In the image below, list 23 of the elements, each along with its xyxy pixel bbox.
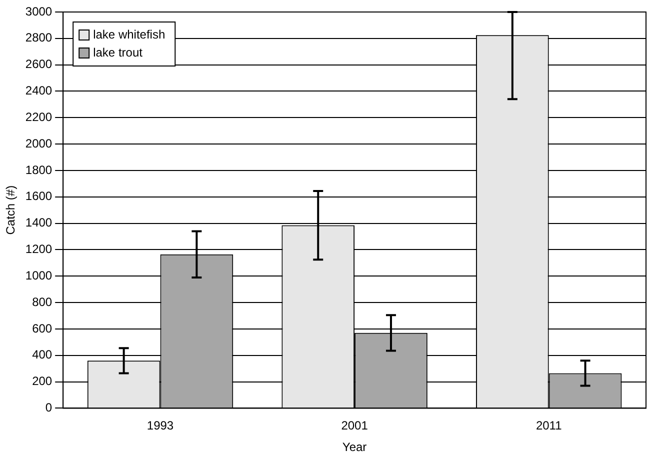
y-tick-label: 2400	[25, 84, 52, 98]
x-tick-label: 1993	[146, 418, 174, 433]
x-tick-label: 2001	[341, 418, 368, 433]
y-tick-label: 2600	[25, 57, 52, 72]
y-tick-label: 1200	[25, 242, 52, 256]
y-axis-title: Catch (#)	[4, 185, 18, 235]
y-tick-label: 1000	[25, 268, 52, 282]
y-tick-label: 1800	[25, 162, 52, 177]
y-tick-label: 200	[32, 374, 52, 388]
y-tick-label: 1400	[25, 216, 52, 230]
legend-label: lake trout	[93, 45, 144, 60]
x-tick-label: 2011	[536, 418, 562, 433]
y-tick-label: 1600	[25, 189, 52, 204]
y-tick-label: 400	[32, 348, 52, 362]
y-tick-label: 800	[32, 294, 52, 309]
y-tick-label: 2800	[25, 30, 52, 45]
legend-label: lake whitefish	[93, 27, 166, 42]
y-tick-label: 2200	[25, 110, 52, 124]
y-tick-label: 0	[45, 400, 52, 415]
y-tick-label: 3000	[25, 4, 52, 18]
y-tick-label: 600	[32, 321, 52, 336]
x-axis-title: Year	[342, 440, 367, 454]
y-tick-label: 2000	[25, 136, 52, 150]
